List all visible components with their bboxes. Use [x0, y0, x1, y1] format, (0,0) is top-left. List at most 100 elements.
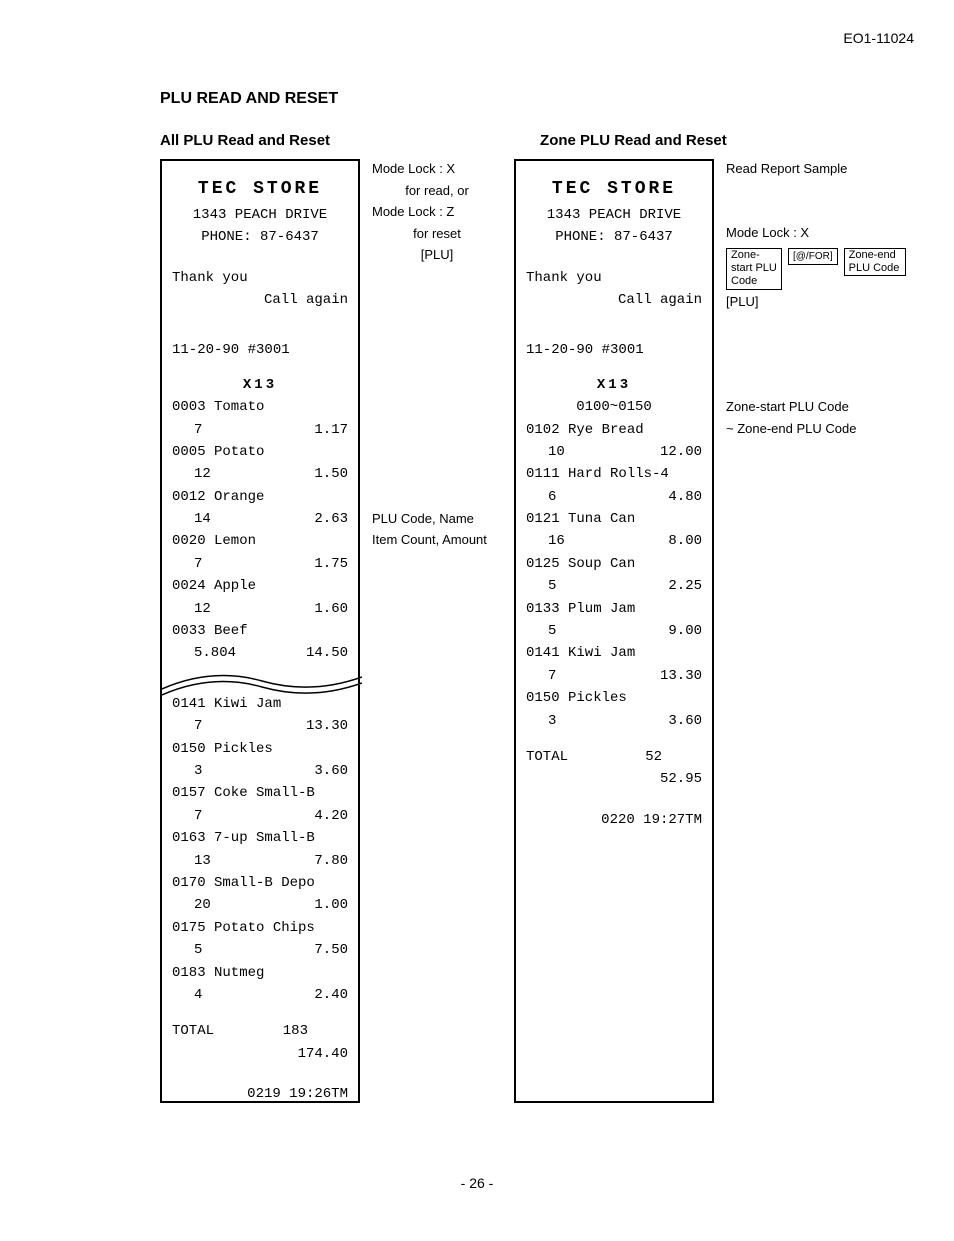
total-count: 183	[283, 1020, 348, 1042]
note-line: for reset	[372, 224, 502, 244]
item-amount: 14.50	[306, 642, 348, 664]
item-count: 12	[172, 598, 314, 620]
item-count: 7	[526, 665, 660, 687]
right-ts: 0220 19:27TM	[526, 809, 702, 831]
plu-range: 0100~0150	[526, 396, 702, 418]
plu-item-name: 0175 Potato Chips	[172, 917, 348, 939]
item-count: 7	[172, 715, 306, 737]
plu-item-values: 201.00	[172, 894, 348, 916]
plu-item-values: 71.75	[172, 553, 348, 575]
note-line: ~ Zone-end PLU Code	[726, 419, 926, 439]
plu-item-name: 0170 Small-B Depo	[172, 872, 348, 894]
item-count: 3	[172, 760, 314, 782]
total-row: TOTAL 52	[526, 746, 702, 768]
call-again: Call again	[172, 289, 348, 311]
note-line: Mode Lock : X	[372, 159, 502, 179]
tear-mark	[172, 669, 348, 697]
total-label: TOTAL	[526, 746, 568, 768]
left-subtitle: All PLU Read and Reset	[160, 132, 330, 149]
item-count: 5	[526, 575, 668, 597]
thank-you: Thank you	[526, 267, 702, 289]
note-line: [PLU]	[372, 245, 502, 265]
item-amount: 12.00	[660, 441, 702, 463]
total-amount: 52.95	[660, 768, 702, 790]
item-count: 5	[526, 620, 668, 642]
item-count: 4	[172, 984, 314, 1006]
plu-item-values: 5.80414.50	[172, 642, 348, 664]
note-line: Mode Lock : Z	[372, 202, 502, 222]
plu-item-name: 0141 Kiwi Jam	[526, 642, 702, 664]
plu-item-name: 0005 Potato	[172, 441, 348, 463]
plu-item-values: 33.60	[526, 710, 702, 732]
left-receipt: TEC STORE 1343 PEACH DRIVE PHONE: 87-643…	[160, 159, 360, 1103]
item-amount: 1.75	[314, 553, 348, 575]
plu-item-values: 59.00	[526, 620, 702, 642]
total-label: TOTAL	[172, 1020, 214, 1042]
item-amount: 4.20	[314, 805, 348, 827]
store-name: TEC STORE	[172, 175, 348, 204]
item-amount: 1.00	[314, 894, 348, 916]
item-count: 10	[526, 441, 660, 463]
plu-item-name: 0020 Lemon	[172, 530, 348, 552]
call-again: Call again	[526, 289, 702, 311]
key-box: Zone-end PLU Code	[844, 248, 906, 276]
item-amount: 7.80	[314, 850, 348, 872]
section-title: PLU READ AND RESET	[160, 90, 924, 108]
total-count: 52	[645, 746, 702, 768]
plu-item-name: 0024 Apple	[172, 575, 348, 597]
plu-item-values: 121.60	[172, 598, 348, 620]
plu-item-name: 0125 Soup Can	[526, 553, 702, 575]
store-addr: 1343 PEACH DRIVE	[526, 204, 702, 226]
date-line: 11-20-90 #3001	[526, 339, 702, 361]
plu-item-values: 142.63	[172, 508, 348, 530]
note-line: PLU Code, Name	[372, 509, 502, 529]
plu-item-name: 0102 Rye Bread	[526, 419, 702, 441]
page-number: - 26 -	[0, 1175, 954, 1191]
left-items-bottom: 0141 Kiwi Jam713.300150 Pickles33.600157…	[172, 693, 348, 1006]
plu-item-values: 713.30	[172, 715, 348, 737]
x13: X13	[172, 374, 348, 396]
note-line: Item Count, Amount	[372, 530, 502, 550]
right-notes: Read Report Sample Mode Lock : X Zone-st…	[726, 159, 926, 1103]
item-amount: 2.63	[314, 508, 348, 530]
note-line: for read, or	[372, 181, 502, 201]
plu-item-name: 0111 Hard Rolls-4	[526, 463, 702, 485]
plu-item-name: 0033 Beef	[172, 620, 348, 642]
plu-item-values: 57.50	[172, 939, 348, 961]
left-items-top: 0003 Tomato71.170005 Potato121.500012 Or…	[172, 396, 348, 665]
item-count: 5	[172, 939, 314, 961]
item-amount: 7.50	[314, 939, 348, 961]
plu-item-values: 74.20	[172, 805, 348, 827]
date-line: 11-20-90 #3001	[172, 339, 348, 361]
item-amount: 4.80	[668, 486, 702, 508]
store-phone: PHONE: 87-6437	[172, 226, 348, 248]
key-sequence: Zone-start PLU Code [@/FOR] Zone-end PLU…	[726, 248, 926, 290]
plu-item-name: 0150 Pickles	[172, 738, 348, 760]
left-column: TEC STORE 1343 PEACH DRIVE PHONE: 87-643…	[160, 159, 502, 1103]
item-count: 12	[172, 463, 314, 485]
plu-item-values: 168.00	[526, 530, 702, 552]
plu-item-name: 0012 Orange	[172, 486, 348, 508]
plu-item-name: 0121 Tuna Can	[526, 508, 702, 530]
item-amount: 3.60	[314, 760, 348, 782]
item-count: 7	[172, 805, 314, 827]
store-name: TEC STORE	[526, 175, 702, 204]
item-count: 16	[526, 530, 668, 552]
item-count: 7	[172, 553, 314, 575]
plu-item-values: 1012.00	[526, 441, 702, 463]
item-amount: 1.60	[314, 598, 348, 620]
plu-item-name: 0157 Coke Small-B	[172, 782, 348, 804]
plu-item-values: 71.17	[172, 419, 348, 441]
item-count: 3	[526, 710, 668, 732]
right-receipt: TEC STORE 1343 PEACH DRIVE PHONE: 87-643…	[514, 159, 714, 1103]
plu-item-name: 0150 Pickles	[526, 687, 702, 709]
item-amount: 13.30	[306, 715, 348, 737]
item-amount: 2.40	[314, 984, 348, 1006]
doc-id: EO1-11024	[843, 30, 914, 46]
store-addr: 1343 PEACH DRIVE	[172, 204, 348, 226]
item-amount: 8.00	[668, 530, 702, 552]
key-box: [@/FOR]	[788, 248, 838, 265]
plu-item-values: 33.60	[172, 760, 348, 782]
item-amount: 13.30	[660, 665, 702, 687]
item-amount: 9.00	[668, 620, 702, 642]
